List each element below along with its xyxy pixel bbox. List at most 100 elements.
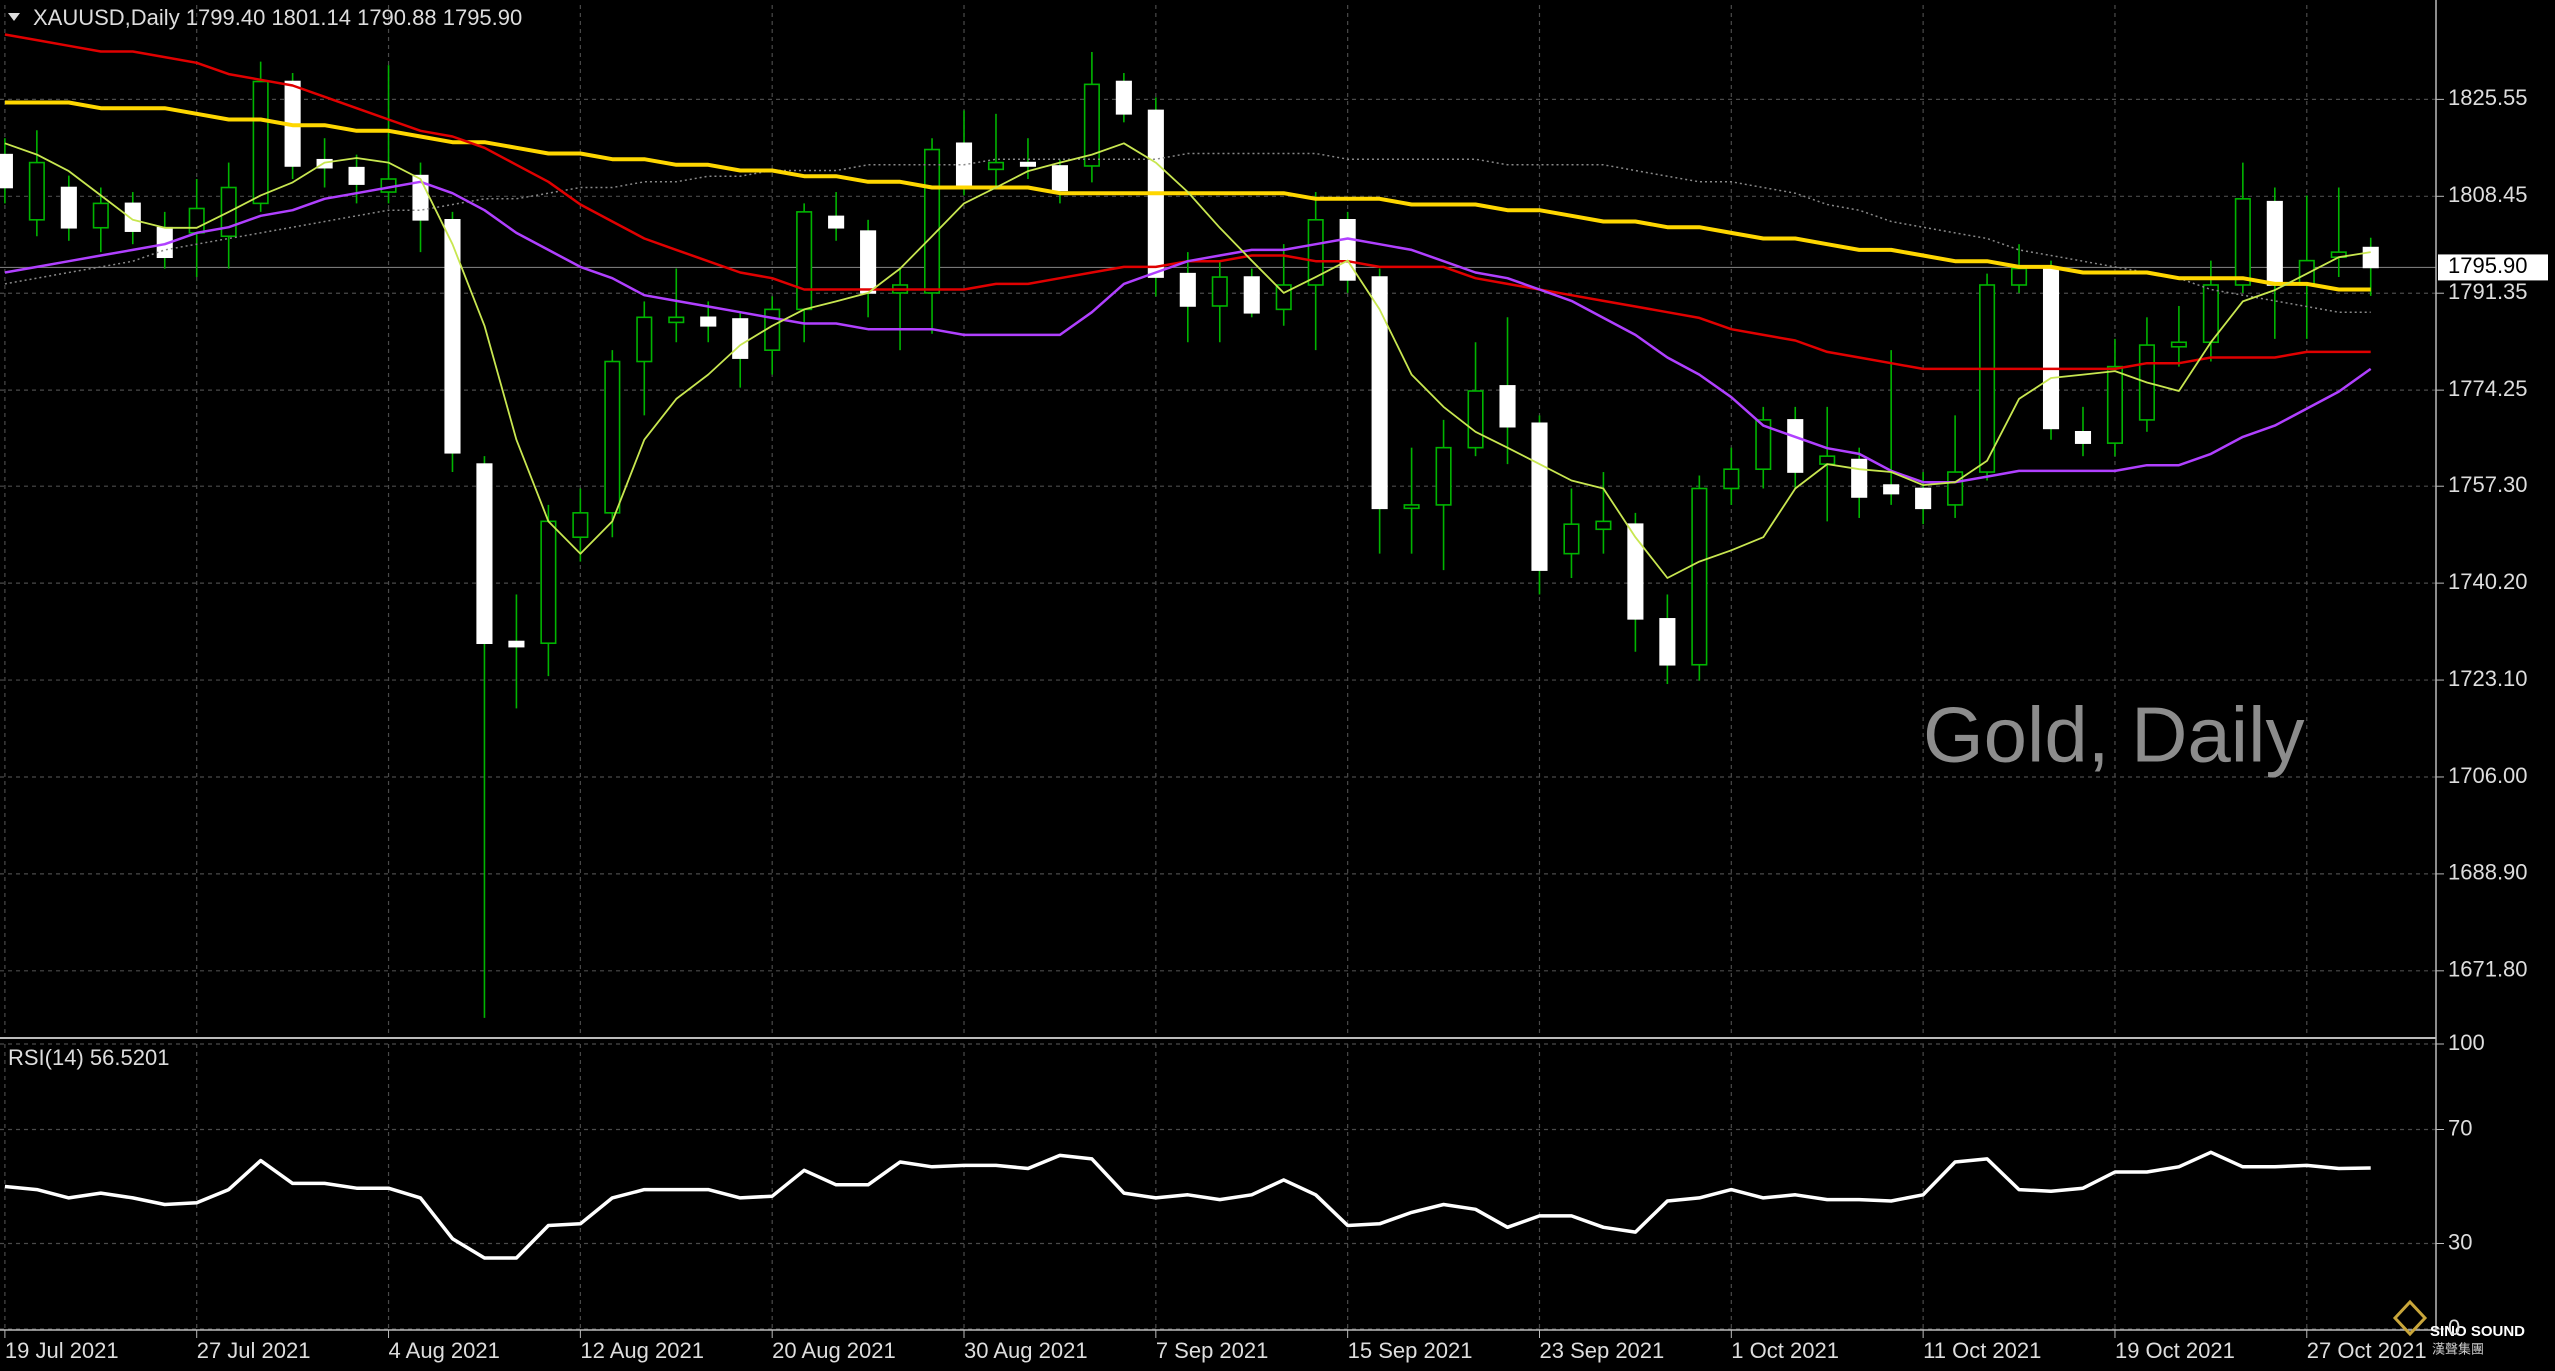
candle-body xyxy=(1371,276,1388,510)
axes-layer xyxy=(0,0,2548,1338)
candle-body xyxy=(2010,267,2028,286)
candle-body xyxy=(1243,276,1260,314)
candle-body xyxy=(1563,523,1580,555)
candle-body xyxy=(1115,80,1132,115)
candle-body xyxy=(508,640,525,648)
y-tick-label: 70 xyxy=(2448,1115,2472,1140)
candle-body xyxy=(987,161,1005,171)
y-tick-label: 1791.35 xyxy=(2448,279,2528,304)
candle-body xyxy=(316,158,333,169)
candle-body xyxy=(1595,520,1612,531)
candle-body xyxy=(2170,341,2187,348)
logo-icon xyxy=(2392,1299,2428,1337)
y-tick-label: 1671.80 xyxy=(2448,957,2528,982)
candle-body xyxy=(604,360,621,514)
candle-body xyxy=(1659,618,1676,666)
candle-body xyxy=(1819,455,1836,465)
candle-body xyxy=(92,202,109,229)
x-tick-label: 15 Sep 2021 xyxy=(1348,1338,1473,1363)
candle-body xyxy=(1499,385,1516,428)
candle-body xyxy=(1019,161,1037,167)
candle-body xyxy=(2234,198,2251,286)
candle-body xyxy=(348,166,365,185)
x-tick-label: 12 Aug 2021 xyxy=(580,1338,704,1363)
candle-body xyxy=(1435,446,1452,506)
moving-average-line xyxy=(4,180,2372,484)
y-tick-label: 1723.10 xyxy=(2448,666,2528,691)
y-tick-label: 1808.45 xyxy=(2448,182,2528,207)
candle-body xyxy=(1627,523,1644,620)
x-tick-label: 30 Aug 2021 xyxy=(964,1338,1088,1363)
x-tick-label: 11 Oct 2021 xyxy=(1923,1338,2041,1363)
candle-body xyxy=(1307,219,1324,286)
header: XAUUSD,Daily 1799.40 1801.14 1790.88 179… xyxy=(33,5,522,30)
candle-body xyxy=(700,316,717,327)
x-tick-label: 4 Aug 2021 xyxy=(389,1338,500,1363)
candle-body xyxy=(188,207,205,234)
candle-body xyxy=(28,161,45,221)
candle-body xyxy=(1979,284,1996,473)
candle-body xyxy=(444,219,461,454)
candle-body xyxy=(668,316,685,324)
logo-name: SINO SOUND xyxy=(2430,1323,2525,1340)
y-tick-label: 1706.00 xyxy=(2448,763,2528,788)
candle-body xyxy=(60,186,77,229)
moving-average-line xyxy=(4,152,2371,313)
y-tick-label: 1688.90 xyxy=(2448,860,2528,885)
candle-body xyxy=(0,153,13,189)
candle-body xyxy=(2266,200,2283,286)
candle-body xyxy=(252,80,269,205)
y-tick-label: 0 xyxy=(2448,1315,2460,1340)
candle-body xyxy=(1403,504,1420,510)
y-tick-label: 1774.25 xyxy=(2448,376,2528,401)
last-price-label: 1795.90 xyxy=(2448,253,2528,278)
last-price-box xyxy=(2438,254,2548,281)
candle-body xyxy=(1723,468,1740,490)
logo-subtitle: 漢聲集團 xyxy=(2432,1341,2484,1356)
candle-body xyxy=(1755,419,1772,471)
candle-body xyxy=(1787,419,1804,473)
candle-body xyxy=(124,202,141,232)
rsi-title: RSI(14) 56.5201 xyxy=(8,1045,169,1070)
candle-body xyxy=(2202,284,2219,344)
moving-average-line xyxy=(4,142,2371,579)
candle-body xyxy=(2362,246,2379,269)
candle-body xyxy=(1947,471,1964,506)
candle-body xyxy=(1211,276,1228,307)
candle-body xyxy=(860,230,877,294)
x-tick-label: 19 Jul 2021 xyxy=(5,1338,119,1363)
y-tick-label: 1740.20 xyxy=(2448,569,2528,594)
candle-body xyxy=(1883,484,1900,495)
y-tick-label: 1825.55 xyxy=(2448,85,2528,110)
candle-body xyxy=(572,512,589,539)
x-tick-label: 7 Sep 2021 xyxy=(1156,1338,1269,1363)
candle-body xyxy=(2042,267,2060,430)
candle-body xyxy=(1179,272,1196,307)
candle-body xyxy=(923,148,941,294)
candle-body xyxy=(1339,219,1356,281)
x-tick-label: 27 Oct 2021 xyxy=(2307,1338,2427,1363)
candle-body xyxy=(828,215,845,229)
watermark: Gold, Daily xyxy=(1923,691,2304,779)
candle-body xyxy=(2106,365,2124,444)
y-tick-label: 30 xyxy=(2448,1229,2472,1254)
lines-layer xyxy=(4,33,2372,1260)
y-tick-label: 100 xyxy=(2448,1030,2485,1055)
candle-body xyxy=(732,318,749,359)
marks-layer xyxy=(0,52,2379,1018)
x-tick-label: 19 Oct 2021 xyxy=(2115,1338,2235,1363)
candle-body xyxy=(1915,487,1932,510)
y-tick-label: 1757.30 xyxy=(2448,472,2528,497)
header-marker xyxy=(8,13,20,21)
candle-body xyxy=(476,463,493,645)
x-tick-label: 20 Aug 2021 xyxy=(772,1338,896,1363)
candle-body xyxy=(1083,83,1100,167)
candle-body xyxy=(2074,430,2092,444)
x-tick-label: 23 Sep 2021 xyxy=(1539,1338,1664,1363)
x-tick-label: 27 Jul 2021 xyxy=(197,1338,311,1363)
candle-body xyxy=(1691,487,1708,666)
candle-body xyxy=(540,520,557,645)
candle-body xyxy=(796,211,813,311)
